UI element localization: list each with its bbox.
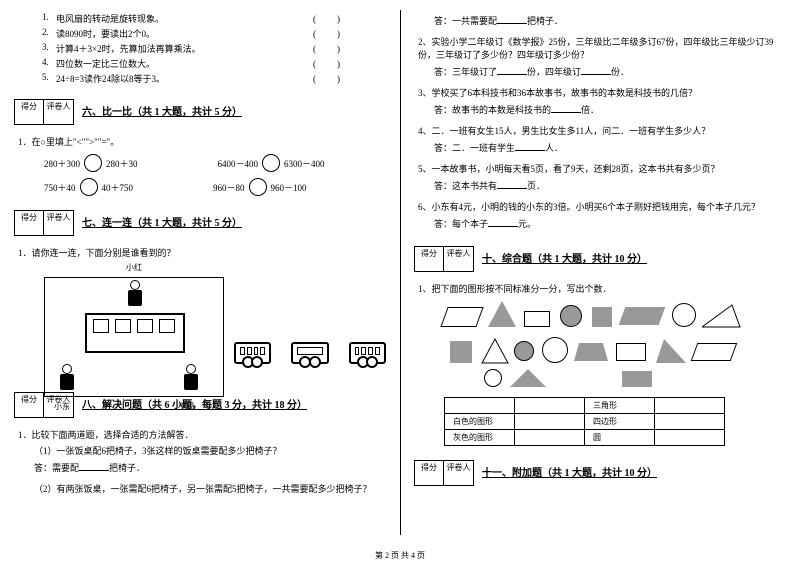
label-xiaodong: 小东 [54, 401, 70, 412]
triangle-icon [488, 301, 516, 327]
judge-item: 4.四位数一定比三位数大。( ) [14, 57, 386, 70]
q8-1: 1．比较下面两道题，选择合适的方法解答． [14, 428, 386, 441]
q5: 5、一本故事书，小明每天看5页，看了9天，还剩28页，这本书共有多少页？ [414, 162, 786, 175]
q4: 4、二．一班有女生15人，男生比女生多11人，问二．一班有学生多少人？ [414, 124, 786, 137]
rect-icon [616, 343, 646, 361]
q8-1a: （1）一张饭桌配6把椅子，3张这样的饭桌需要配多少把椅子？ [14, 444, 386, 457]
q7-text: 1．请你连一连，下面分别是谁看到的？ [14, 246, 386, 259]
grader-cell: 评卷人 [44, 99, 74, 125]
circle-icon [672, 303, 696, 327]
q2: 2、实验小学二年级订《数学报》25份，三年级比二年级多订67份，四年级比三年级少… [414, 35, 786, 61]
bus-icon [349, 342, 386, 364]
triangle-icon [702, 303, 742, 329]
circle-icon [542, 337, 568, 363]
answer-line: 答：这本书共有页． [434, 179, 786, 192]
circle-icon [514, 341, 534, 361]
triangle-icon [654, 337, 688, 365]
compare-circle[interactable] [84, 154, 102, 172]
left-column: 1.电风扇的转动是旋转现象。( ) 2.读8090时，要读出2个0。( ) 3.… [0, 0, 400, 565]
section-6-title: 六、比一比（共 1 大题，共计 5 分） [82, 103, 242, 118]
compare-row: 750＋4040＋750 960－80960－100 [44, 178, 386, 196]
judge-item: 2.读8090时，要读出2个0。( ) [14, 27, 386, 40]
section-11-header: 得分评卷人 十一、附加题（共 1 大题，共计 10 分） [414, 452, 786, 490]
score-cell: 得分 [14, 99, 44, 125]
section-7-header: 得分评卷人 七、连一连（共 1 大题，共计 5 分） [14, 202, 386, 240]
column-divider [400, 10, 401, 535]
judge-item: 1.电风扇的转动是旋转现象。( ) [14, 12, 386, 25]
person-icon [181, 364, 201, 394]
score-box: 得分 评卷人 [14, 99, 74, 125]
answer-line: 答：一共需要配把椅子． [434, 14, 786, 27]
compare-circle[interactable] [249, 178, 267, 196]
q3: 3、学校买了6本科技书和36本故事书，故事书的本数是科技书的几倍？ [414, 86, 786, 99]
blank[interactable] [79, 461, 109, 471]
judge-item: 3.计算4＋3×2时，先算加法再算乘法。( ) [14, 42, 386, 55]
person-icon [125, 280, 145, 310]
page-footer: 第 2 页 共 4 页 [0, 550, 800, 561]
compare-row: 280＋300280＋30 6400－4006300－400 [44, 154, 386, 172]
section-10-header: 得分评卷人 十、综合题（共 1 大题，共计 10 分） [414, 238, 786, 276]
item-num: 1. [42, 12, 56, 25]
compare-circle[interactable] [80, 178, 98, 196]
answer-line: 答：需要配把椅子． [34, 461, 386, 474]
answer-line: 答：二．一班有学生人． [434, 141, 786, 154]
circle-icon [484, 369, 502, 387]
label-xiaoming: 小明 [178, 401, 194, 412]
triangle-icon [508, 367, 548, 389]
q8-1b: （2）有两张饭桌，一张需配6把椅子，另一张需配5把椅子，一共需要配多少把椅子？ [14, 482, 386, 495]
right-column: 答：一共需要配把椅子． 2、实验小学二年级订《数学报》25份，三年级比二年级多订… [400, 0, 800, 565]
rect-icon [524, 311, 550, 327]
answer-line: 答：每个本子元。 [434, 217, 786, 230]
triangle-icon [480, 337, 510, 365]
section-11-title: 十一、附加题（共 1 大题，共计 10 分） [482, 464, 657, 479]
section-7-title: 七、连一连（共 1 大题，共计 5 分） [82, 214, 242, 229]
answer-line: 答：三年级订了份，四年级订份． [434, 65, 786, 78]
bus-options [234, 342, 386, 364]
q10: 1、把下面的图形按不同标准分一分，写出个数． [414, 282, 786, 295]
parallelogram-icon [691, 343, 738, 361]
classification-table: 三角形 白色的图形四边形 灰色的图形圆 [444, 397, 725, 446]
section-6-header: 得分 评卷人 六、比一比（共 1 大题，共计 5 分） [14, 91, 386, 129]
bus-icon [234, 342, 271, 364]
square-icon [450, 341, 472, 363]
compare-circle[interactable] [262, 154, 280, 172]
parallelogram-icon [440, 307, 483, 327]
parallelogram-icon [619, 307, 666, 325]
trapezoid-icon [574, 343, 608, 361]
q6-text: 1．在○里填上"<"">""="。 [14, 135, 386, 148]
person-icon [57, 364, 77, 394]
judge-item: 5.24÷8=3读作24除以8等于3。( ) [14, 72, 386, 85]
item-text: 电风扇的转动是旋转现象。 [56, 12, 313, 25]
circle-icon [560, 305, 582, 327]
q6: 6、小东有4元，小明的钱的小东的3倍。小明买6个本子刚好把钱用完，每个本子几元？ [414, 200, 786, 213]
label-xiaohong: 小红 [44, 262, 224, 273]
van-icon [85, 313, 185, 353]
square-icon [592, 307, 612, 327]
rect-icon [622, 371, 652, 387]
shapes-diagram [444, 301, 756, 391]
section-10-title: 十、综合题（共 1 大题，共计 10 分） [482, 250, 647, 265]
answer-line: 答：故事书的本数是科技书的倍． [434, 103, 786, 116]
bus-icon [291, 342, 328, 364]
scene-box [44, 277, 224, 397]
paren: ( ) [313, 12, 346, 25]
